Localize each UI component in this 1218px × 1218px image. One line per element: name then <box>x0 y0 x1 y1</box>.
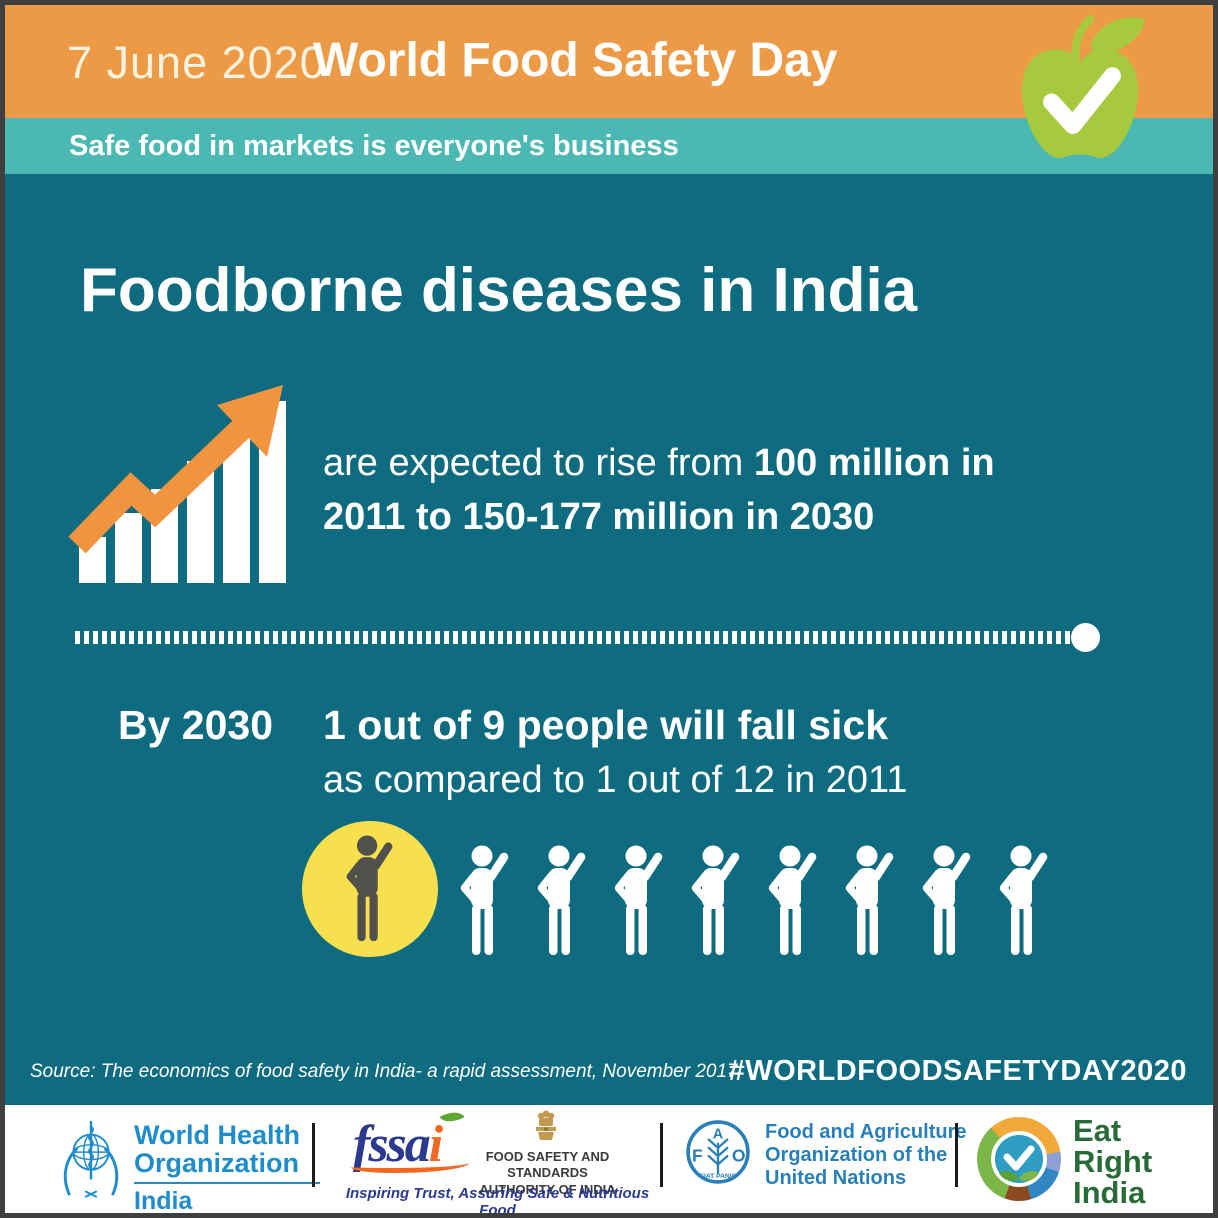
people-pictograph <box>302 821 1054 957</box>
rising-chart-icon <box>68 385 286 583</box>
eat-right-ring-icon <box>977 1117 1061 1201</box>
person-icon <box>609 845 669 957</box>
tagline-text: Safe food in markets is everyone's busin… <box>69 130 679 162</box>
fao-letter-f: F <box>692 1145 703 1165</box>
fssai-logo-group: fssai FOOD SAFETY AND STANDARDS AUTHORIT… <box>345 1106 650 1213</box>
fao-letter-o: O <box>732 1145 746 1165</box>
fssai-name-line2: AUTHORITY OF INDIA <box>479 1181 616 1197</box>
main-heading: Foodborne diseases in India <box>80 256 918 325</box>
person-icon <box>686 845 746 957</box>
tagline-strip: Safe food in markets is everyone's busin… <box>5 118 1213 174</box>
fao-name-line1: Food and Agriculture <box>765 1121 967 1143</box>
eat-right-name-line1: Eat Right <box>1073 1113 1153 1179</box>
who-name-line2: Organization <box>134 1148 300 1179</box>
fssai-tagline: Inspiring Trust, Assuring Safe & Nutriti… <box>345 1185 650 1218</box>
eat-right-hindi-tagline: सही भोजन. बेहतर जीवन. <box>1073 1212 1206 1213</box>
ashoka-emblem-icon <box>536 1110 556 1140</box>
fao-motto: FIAT PANIS <box>700 1173 737 1180</box>
who-rule <box>134 1182 320 1185</box>
rise-statement: are expected to rise from 100 million in… <box>323 437 1053 545</box>
footer-logo-band: World Health Organization India fssai <box>5 1105 1213 1216</box>
person-icon <box>917 845 977 957</box>
person-icon <box>840 845 900 957</box>
footer-divider <box>660 1123 663 1187</box>
fssai-swoosh <box>351 1157 469 1173</box>
stat-line-1: 1 out of 9 people will fall sick <box>323 702 889 748</box>
fao-letter-a: A <box>713 1127 724 1143</box>
fao-name-line2: Organization of the <box>765 1144 948 1166</box>
rise-statement-normal: are expected to rise from <box>323 442 754 484</box>
projection-stat: 1 out of 9 people will fall sick as comp… <box>323 702 907 802</box>
who-emblem-icon <box>63 1120 119 1198</box>
fssai-name-line1: FOOD SAFETY AND STANDARDS <box>485 1149 610 1181</box>
person-icon <box>994 845 1054 957</box>
footer-divider <box>955 1123 958 1187</box>
person-icon <box>455 845 515 957</box>
rise-statement-bold: 100 million in 2011 to 150-177 million i… <box>323 442 995 538</box>
footer-divider <box>312 1123 315 1187</box>
source-note: Source: The economics of food safety in … <box>30 1061 738 1082</box>
by-2030-label: By 2030 <box>118 702 274 748</box>
stat-line-2: as compared to 1 out of 12 in 2011 <box>323 759 908 801</box>
who-name-line1: World Health <box>134 1120 301 1150</box>
apple-check-icon <box>1021 15 1145 158</box>
fao-emblem-icon: A F O FIAT PANIS <box>686 1120 750 1184</box>
page-title: World Food Safety Day <box>313 34 838 87</box>
eat-right-name-line2: India <box>1073 1175 1146 1210</box>
person-icon <box>763 845 823 957</box>
header-date: 7 June 2020 <box>67 37 326 88</box>
divider-end-dot <box>1071 623 1100 652</box>
fao-name-line3: United Nations <box>765 1167 907 1189</box>
dotted-divider <box>75 631 1075 644</box>
person-icon <box>532 845 592 957</box>
who-region: India <box>134 1187 193 1216</box>
header-band: 7 June 2020 World Food Safety Day <box>5 5 1213 118</box>
fssai-leaf-icon <box>439 1106 465 1128</box>
campaign-hashtag: #WORLDFOODSAFETYDAY2020 <box>728 1055 1187 1087</box>
person-icon <box>302 821 438 957</box>
